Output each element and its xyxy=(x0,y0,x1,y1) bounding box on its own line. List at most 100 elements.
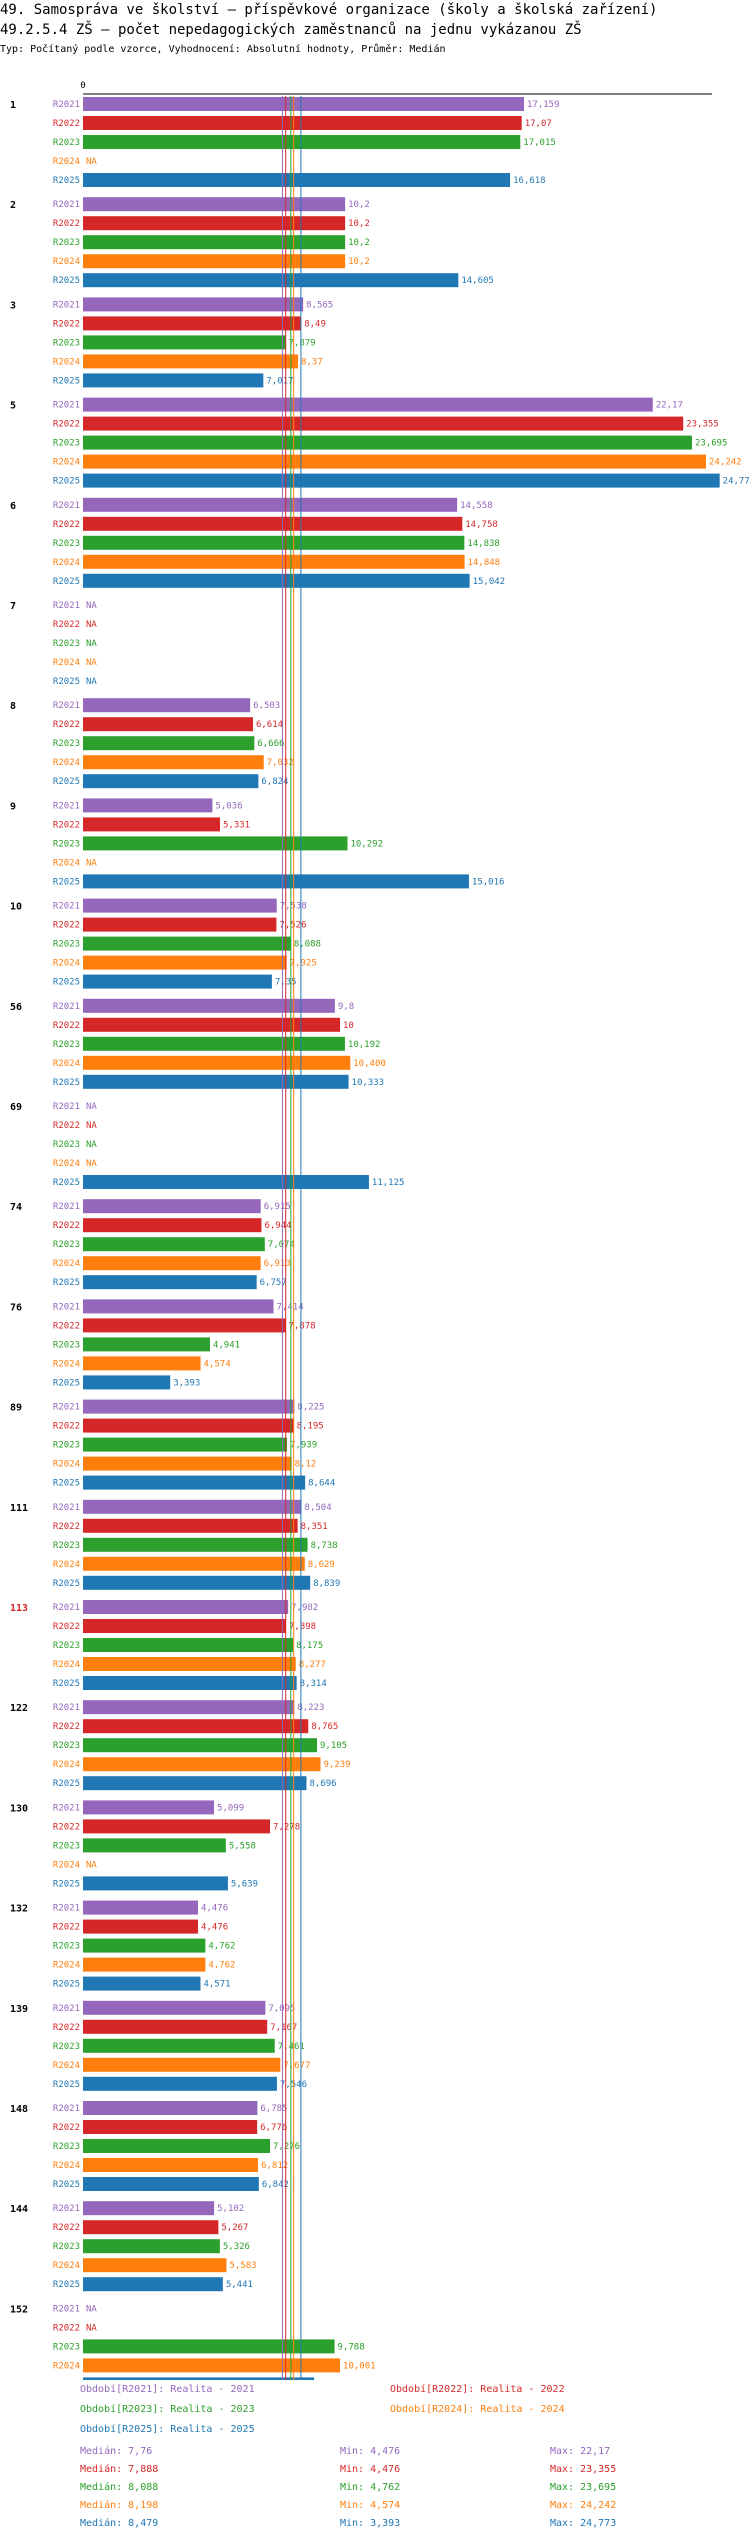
series-label: R2022 xyxy=(53,2123,80,2133)
bar xyxy=(83,2000,266,2015)
value-label: 10 xyxy=(343,1021,354,1031)
value-label: 6,812 xyxy=(261,2161,288,2171)
series-label: R2024 xyxy=(53,2061,80,2071)
series-label: R2022 xyxy=(53,1021,80,1031)
bar xyxy=(83,535,465,550)
group-label: 148 xyxy=(10,2104,28,2115)
stat-median: Medián: 8,479 xyxy=(80,2518,159,2529)
series-label: R2024 xyxy=(53,357,80,367)
bar xyxy=(83,1600,289,1614)
stat-max: Max: 24,242 xyxy=(550,2500,617,2511)
value-label: 7,074 xyxy=(268,1240,295,1250)
bar xyxy=(83,1919,199,1934)
series-label: R2025 xyxy=(53,1278,80,1288)
bar xyxy=(83,1700,295,1715)
group-label: 74 xyxy=(10,1202,22,1213)
bar xyxy=(83,1017,340,1032)
series-label: R2022 xyxy=(53,1622,80,1632)
value-label: 10,2 xyxy=(348,200,370,210)
value-label: 8,277 xyxy=(299,1660,326,1670)
series-label: R2021 xyxy=(53,401,80,411)
series-label: R2024 xyxy=(53,1961,80,1971)
bar xyxy=(83,416,684,431)
na-label: NA xyxy=(86,1121,97,1131)
na-label: NA xyxy=(86,2304,97,2314)
series-label: R2024 xyxy=(53,758,80,768)
bar xyxy=(83,2358,341,2373)
group-label: 144 xyxy=(10,2204,28,2215)
series-label: R2025 xyxy=(53,176,80,186)
value-label: 10,001 xyxy=(343,2361,376,2371)
value-label: 14,848 xyxy=(468,558,501,568)
group-label: 2 xyxy=(10,200,16,211)
value-label: 8,765 xyxy=(311,1722,338,1732)
bar xyxy=(83,1876,228,1891)
series-label: R2024 xyxy=(53,1760,80,1770)
series-label: R2022 xyxy=(53,420,80,430)
bar xyxy=(83,1518,298,1533)
value-label: 8,225 xyxy=(297,1403,324,1413)
series-label: R2025 xyxy=(53,1579,80,1589)
na-label: NA xyxy=(86,1159,97,1169)
legend-item: Období[R2023]: Realita - 2023 xyxy=(80,2404,255,2415)
bar xyxy=(83,1757,321,1772)
series-label: R2022 xyxy=(53,1422,80,1432)
value-label: 8,175 xyxy=(296,1641,323,1651)
series-label: R2024 xyxy=(53,658,80,668)
bar xyxy=(83,936,291,951)
series-label: R2025 xyxy=(53,1378,80,1388)
value-label: 8,839 xyxy=(313,1579,340,1589)
bar xyxy=(83,2377,315,2380)
bar xyxy=(83,817,221,832)
value-label: 3,393 xyxy=(173,1378,200,1388)
series-label: R2025 xyxy=(53,677,80,687)
bar xyxy=(83,235,346,250)
value-label: 7,982 xyxy=(291,1603,318,1613)
bar xyxy=(83,2038,275,2053)
bar xyxy=(83,116,522,130)
bar xyxy=(83,1475,306,1490)
series-label: R2021 xyxy=(53,100,80,110)
legend-item: Období[R2024]: Realita - 2024 xyxy=(390,2404,565,2415)
value-label: 6,666 xyxy=(257,739,284,749)
series-label: R2023 xyxy=(53,238,80,248)
bar xyxy=(83,573,470,588)
x-axis-zero-label: 0 xyxy=(80,81,85,91)
na-label: NA xyxy=(86,2323,97,2333)
bar xyxy=(83,755,264,770)
na-label: NA xyxy=(86,1140,97,1150)
bar xyxy=(83,1619,286,1633)
bar xyxy=(83,1237,265,1252)
bar xyxy=(83,2239,220,2254)
value-label: 4,762 xyxy=(208,1942,235,1952)
bar xyxy=(83,2177,259,2191)
series-label: R2025 xyxy=(53,978,80,988)
series-label: R2023 xyxy=(53,739,80,749)
bar xyxy=(83,397,653,412)
bar xyxy=(83,1938,206,1953)
bar xyxy=(83,173,511,187)
bar xyxy=(83,2339,335,2354)
value-label: 8,12 xyxy=(295,1460,317,1470)
bar xyxy=(83,216,346,231)
value-label: 6,913 xyxy=(264,1259,291,1269)
value-label: 14,605 xyxy=(461,276,494,286)
value-label: 14,838 xyxy=(467,539,500,549)
value-label: 8,088 xyxy=(294,940,321,950)
group-label: 113 xyxy=(10,1603,28,1614)
series-label: R2023 xyxy=(53,2342,80,2352)
series-label: R2023 xyxy=(53,2042,80,2052)
value-label: 5,099 xyxy=(217,1803,244,1813)
na-label: NA xyxy=(86,620,97,630)
group-label: 89 xyxy=(10,1403,22,1414)
stat-min: Min: 4,476 xyxy=(340,2464,401,2475)
bar xyxy=(83,774,259,789)
value-label: 8,504 xyxy=(305,1503,332,1513)
group-label: 7 xyxy=(10,601,16,612)
series-label: R2024 xyxy=(53,1259,80,1269)
stat-median: Medián: 7,76 xyxy=(80,2446,153,2457)
bar xyxy=(83,1437,288,1452)
bar xyxy=(83,2076,277,2091)
series-label: R2024 xyxy=(53,1159,80,1169)
value-label: 8,195 xyxy=(297,1422,324,1432)
